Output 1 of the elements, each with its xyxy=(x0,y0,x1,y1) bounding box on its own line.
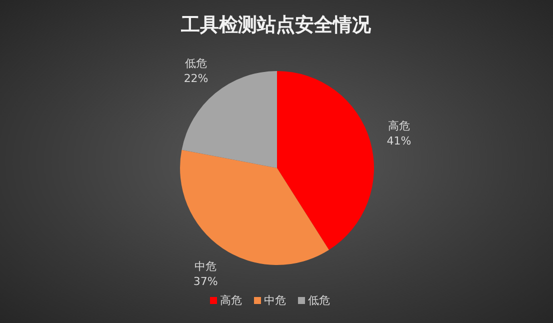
title: 工具检测站点安全情况 xyxy=(181,14,371,36)
